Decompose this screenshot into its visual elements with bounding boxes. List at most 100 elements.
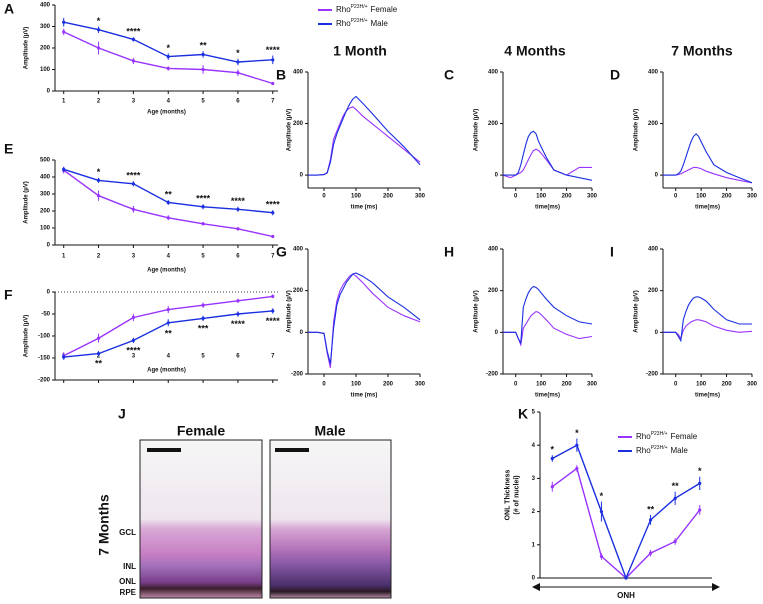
- y-axis-title: Amplitude (µV): [287, 109, 293, 151]
- y-tick-label: 3: [532, 476, 536, 482]
- legend-label: RhoP23H/+ Female: [636, 431, 698, 441]
- x-axis-title: time(ms): [695, 393, 720, 399]
- layer-label: RPE: [120, 588, 137, 597]
- x-tick-label: 4: [167, 254, 171, 260]
- histology-male: [269, 439, 392, 599]
- x-tick-label: 0: [322, 382, 326, 388]
- significance: *: [97, 167, 101, 177]
- column-title: Male: [314, 423, 345, 439]
- x-tick-label: 6: [236, 254, 240, 260]
- x-tick-label: 5: [201, 99, 205, 105]
- panel-letter: F: [4, 287, 13, 303]
- significance: ***: [198, 323, 209, 333]
- x-tick-label: 0: [674, 194, 678, 200]
- y-tick-label: -200: [646, 372, 659, 378]
- x-tick-label: 0: [322, 194, 326, 200]
- x-tick-label: 2: [97, 254, 101, 260]
- y-tick-label: 400: [648, 70, 659, 76]
- row-title: 7 Months: [96, 494, 112, 556]
- significance: *: [551, 445, 555, 455]
- panel-title: 1 Month: [333, 43, 387, 59]
- x-tick-label: 200: [722, 194, 733, 200]
- x-tick-label: 300: [587, 382, 598, 388]
- series-line: [663, 319, 753, 340]
- x-tick-label: 2: [97, 99, 101, 105]
- marker: [271, 211, 275, 215]
- marker: [131, 207, 135, 211]
- marker: [236, 207, 240, 211]
- x-tick-label: 5: [201, 254, 205, 260]
- x-tick-label: 100: [351, 382, 362, 388]
- y-tick-label: 200: [40, 46, 51, 52]
- x-axis-title: time (ms): [351, 205, 378, 211]
- x-tick-label: 7: [271, 354, 275, 360]
- panel-letter: I: [610, 244, 614, 260]
- marker: [599, 510, 604, 514]
- marker: [271, 58, 275, 62]
- marker: [131, 59, 135, 63]
- marker: [673, 496, 677, 500]
- panel-letter: A: [4, 1, 14, 17]
- y-tick-label: 0: [300, 330, 304, 336]
- column-title: Female: [177, 423, 225, 439]
- marker: [550, 485, 554, 489]
- y-axis-title: Amplitude (µV): [634, 290, 640, 332]
- marker: [96, 46, 101, 50]
- y-tick-label: -200: [291, 372, 304, 378]
- series-line: [308, 273, 421, 368]
- y-axis-title: (# of nuclei): [513, 475, 520, 514]
- y-tick-label: 100: [40, 67, 51, 73]
- significance: ****: [231, 196, 246, 206]
- marker: [698, 508, 702, 512]
- marker: [236, 227, 240, 231]
- marker: [131, 315, 135, 320]
- y-tick-label: 1: [532, 542, 536, 548]
- legend-rest: Male: [671, 446, 689, 455]
- series-line: [663, 166, 753, 184]
- significance: *: [236, 48, 240, 58]
- x-axis-title: time (ms): [351, 393, 378, 399]
- x-tick-label: 3: [132, 99, 136, 105]
- marker: [62, 30, 66, 34]
- legend-base: Rho: [336, 5, 351, 14]
- y-axis-title: Amplitude (µV): [474, 109, 480, 151]
- y-axis-title: ONL Thickness: [504, 469, 511, 520]
- x-tick-label: 300: [747, 194, 758, 200]
- significance: *: [575, 428, 579, 438]
- marker: [166, 66, 170, 71]
- panel-letter: B: [276, 67, 286, 83]
- legend-sup: P23H/+: [351, 18, 368, 24]
- marker: [271, 309, 275, 313]
- marker: [131, 338, 135, 342]
- y-tick-label: 0: [47, 243, 51, 249]
- x-tick-label: 4: [167, 99, 171, 105]
- y-tick-label: 400: [40, 3, 51, 9]
- y-tick-label: 0: [495, 330, 499, 336]
- marker: [575, 443, 579, 447]
- x-tick-label: 100: [696, 382, 707, 388]
- significance: **: [200, 41, 208, 51]
- x-tick-label: 100: [351, 194, 362, 200]
- y-tick-label: -150: [38, 356, 51, 362]
- y-tick-label: -100: [38, 334, 51, 340]
- marker: [166, 321, 170, 325]
- legend-rest: Female: [371, 5, 398, 14]
- marker: [673, 539, 677, 544]
- y-tick-label: -200: [38, 378, 51, 384]
- y-tick-label: 200: [293, 121, 304, 127]
- series-line: [502, 148, 592, 179]
- significance: ****: [126, 345, 141, 355]
- marker: [550, 456, 554, 461]
- y-tick-label: 0: [300, 173, 304, 179]
- histology-female: [139, 439, 263, 599]
- y-tick-label: -50: [41, 312, 50, 318]
- x-tick-label: 200: [383, 194, 394, 200]
- y-axis-title: Amplitude (µV): [634, 109, 640, 151]
- y-tick-label: 200: [488, 288, 499, 294]
- significance: ****: [231, 319, 246, 329]
- y-tick-label: 0: [532, 576, 536, 582]
- y-tick-label: 500: [40, 158, 51, 164]
- marker: [166, 200, 170, 205]
- marker: [599, 554, 604, 559]
- series-line: [308, 95, 421, 176]
